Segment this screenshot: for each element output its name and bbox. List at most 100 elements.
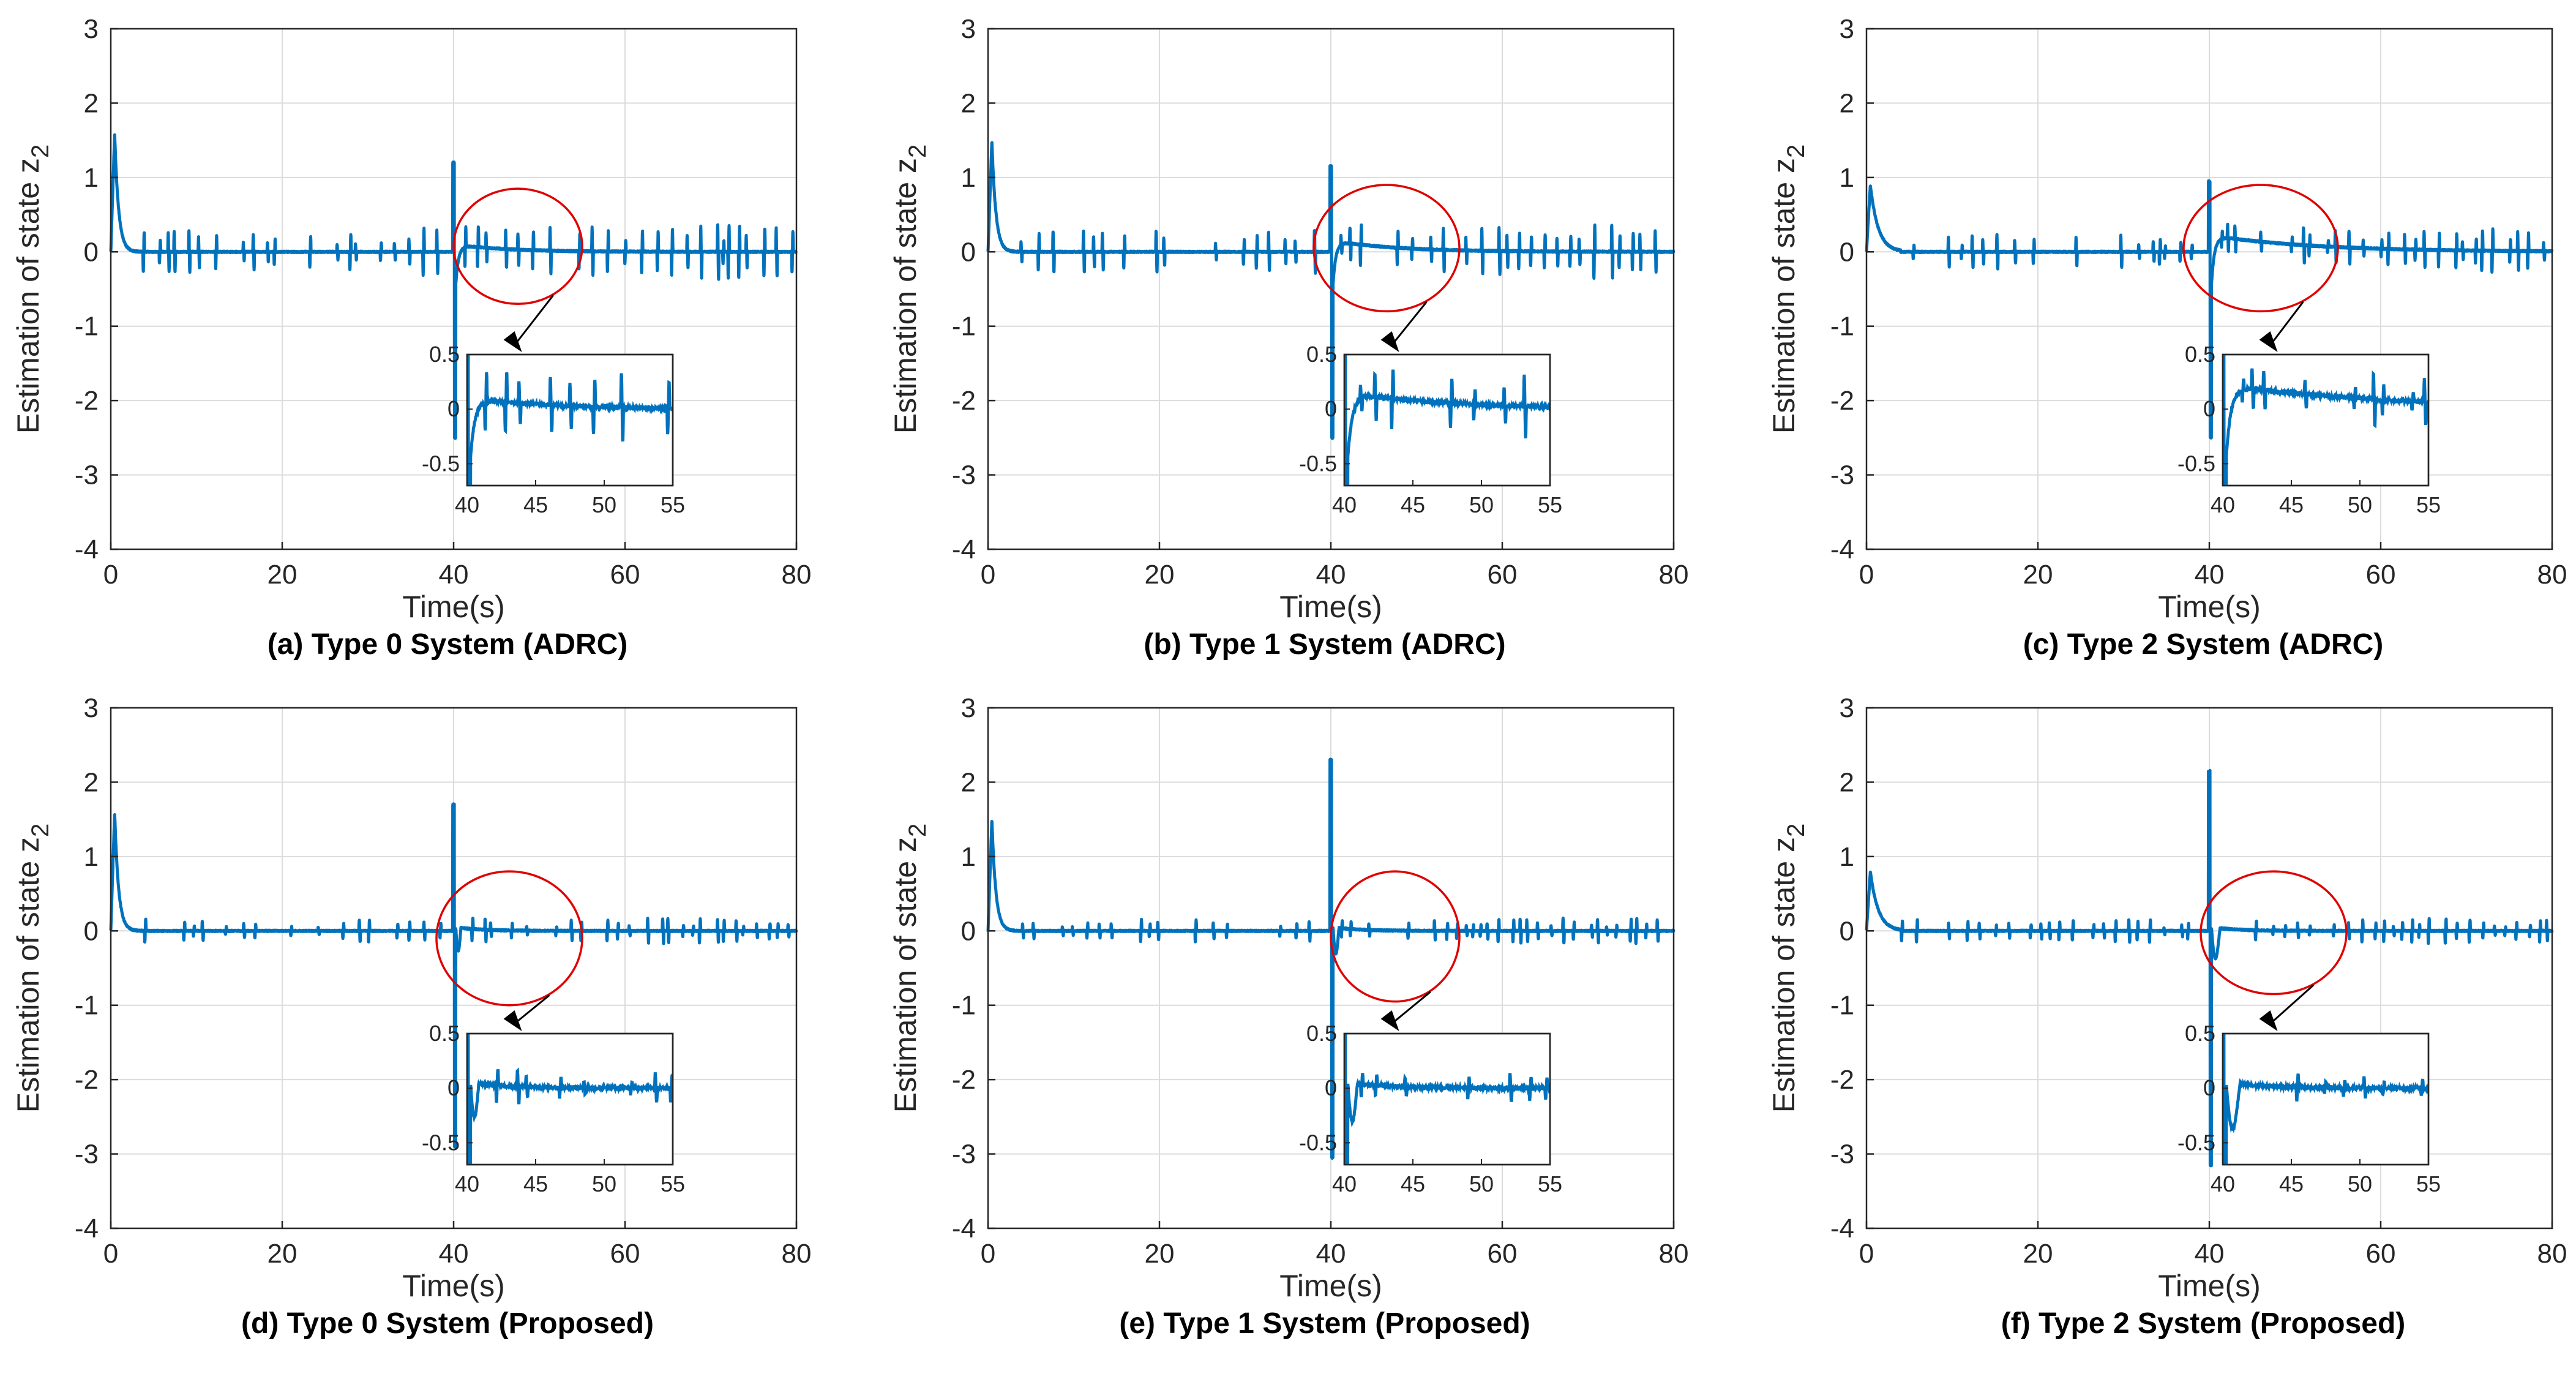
arrow-head: [1380, 331, 1399, 352]
y-tick-label: 1: [84, 163, 99, 193]
chart-caption: (b) Type 1 System (ADRC): [1144, 628, 1505, 661]
inset-y-tick-label: 0: [2203, 1075, 2215, 1100]
x-tick-label: 60: [610, 560, 640, 590]
y-tick-label: 3: [961, 693, 976, 723]
y-axis-label: Estimation of state z2: [888, 145, 931, 434]
inset-y-tick-label: 0: [1325, 396, 1337, 421]
inset-y-tick-label: 0.5: [429, 1021, 460, 1046]
arrow-line: [2271, 301, 2304, 344]
series-line: [1865, 179, 2554, 440]
inset-x-tick-label: 55: [1538, 1171, 1562, 1196]
x-tick-label: 0: [103, 1239, 118, 1269]
y-tick-label: -2: [952, 1065, 976, 1095]
inset-frame: [1343, 1032, 1551, 1166]
inset-x-tick-label: 40: [1332, 1171, 1357, 1196]
highlight-ellipse: [1312, 184, 1461, 313]
y-tick-label: -2: [1830, 386, 1854, 416]
inset-box: [2222, 1032, 2430, 1166]
y-axis-label: Estimation of state z2: [11, 145, 54, 434]
x-tick-label: 20: [1145, 1239, 1175, 1269]
y-tick-label: 3: [961, 14, 976, 44]
y-tick-label: 0: [1840, 916, 1854, 946]
y-tick-label: -3: [952, 1140, 976, 1170]
y-tick-label: -1: [1830, 312, 1854, 342]
x-axis-label: Time(s): [1279, 1269, 1382, 1303]
x-tick-label: 20: [2023, 560, 2053, 590]
x-axis-label: Time(s): [402, 590, 505, 624]
inset-y-tick-label: 0: [2203, 396, 2215, 421]
y-axis-label: Estimation of state z2: [1767, 145, 1810, 434]
inset-frame: [2222, 353, 2430, 487]
x-tick-label: 40: [439, 560, 469, 590]
y-tick-label: -2: [75, 386, 99, 416]
inset-x-tick-label: 50: [2348, 1171, 2372, 1196]
series-line: [1865, 768, 2554, 1168]
chart-caption: (c) Type 2 System (ADRC): [2023, 628, 2384, 661]
arrow-head: [2259, 331, 2278, 352]
y-axis-label: Estimation of state z2: [888, 824, 931, 1113]
y-tick-label: -3: [75, 460, 99, 490]
inset-y-tick-label: 0.5: [1306, 1021, 1337, 1046]
y-tick-label: 0: [84, 237, 99, 267]
inset-x-tick-label: 55: [2416, 492, 2441, 517]
y-tick-label: 1: [961, 842, 976, 872]
inset-x-tick-label: 50: [1469, 1171, 1494, 1196]
inset-x-tick-label: 45: [2279, 492, 2304, 517]
y-tick-label: 3: [84, 14, 99, 44]
y-tick-label: 1: [1840, 842, 1854, 872]
chart-a: 0 20 40 60 80 -4 -3 -2 -1 0 1 2 3 Time(s) Estimation o…: [11, 14, 811, 661]
x-axis-label: Time(s): [2158, 590, 2261, 624]
y-tick-label: 0: [1840, 237, 1854, 267]
inset-x-tick-label: 40: [2211, 1171, 2235, 1196]
x-tick-label: 60: [2366, 560, 2396, 590]
highlight-ellipse: [1330, 870, 1461, 1003]
y-tick-label: -4: [75, 535, 99, 565]
y-tick-label: -3: [75, 1140, 99, 1170]
arrow-head: [2259, 1010, 2278, 1031]
series-line: [986, 141, 1676, 440]
y-tick-label: 2: [1840, 88, 1854, 118]
x-tick-label: 20: [268, 560, 298, 590]
inset-y-tick-label: -0.5: [1299, 451, 1337, 476]
y-tick-label: -3: [1830, 1140, 1854, 1170]
x-tick-label: 60: [1488, 1239, 1518, 1269]
chart-f: 0 20 40 60 80 -4 -3 -2 -1 0 1 2 3 Time(s) Estimation o…: [1767, 693, 2567, 1340]
inset-frame: [466, 353, 674, 487]
x-axis-label: Time(s): [402, 1269, 505, 1303]
series-line: [109, 133, 798, 440]
inset-x-tick-label: 40: [2211, 492, 2235, 517]
inset-x-tick-label: 40: [455, 1171, 479, 1196]
y-tick-label: 3: [1840, 693, 1854, 723]
chart-caption: (a) Type 0 System (ADRC): [268, 628, 628, 661]
series-line: [109, 802, 798, 1149]
arrow-head: [503, 331, 522, 352]
inset-x-tick-label: 45: [1401, 1171, 1425, 1196]
x-tick-label: 0: [981, 1239, 995, 1269]
inset-box: [1343, 1032, 1551, 1166]
inset-x-tick-label: 50: [592, 1171, 616, 1196]
y-tick-label: 1: [961, 163, 976, 193]
x-tick-label: 80: [782, 1239, 812, 1269]
y-axis-label: Estimation of state z2: [11, 824, 54, 1113]
y-tick-label: 2: [1840, 767, 1854, 797]
chart-c: 0 20 40 60 80 -4 -3 -2 -1 0 1 2 3 Time(s) Estimation o…: [1767, 14, 2567, 661]
arrow-line: [1392, 991, 1431, 1024]
inset-frame: [2222, 1032, 2430, 1166]
y-tick-label: -1: [75, 312, 99, 342]
inset-series-line: [467, 1034, 673, 1165]
inset-y-tick-label: -0.5: [422, 451, 460, 476]
inset-chart: 40 45 50 55 -0.5 0 0.5: [1299, 1021, 1562, 1196]
inset-y-tick-label: -0.5: [422, 1130, 460, 1155]
x-tick-label: 60: [2366, 1239, 2396, 1269]
y-tick-label: -4: [75, 1214, 99, 1244]
arrow-line: [1392, 301, 1428, 344]
arrow-head: [1380, 1010, 1399, 1031]
highlight-ellipse: [435, 870, 583, 1007]
x-tick-label: 0: [981, 560, 995, 590]
inset-y-tick-label: 0.5: [2185, 342, 2215, 367]
inset-frame: [466, 1032, 674, 1166]
y-tick-label: -2: [1830, 1065, 1854, 1095]
x-tick-label: 80: [1659, 1239, 1689, 1269]
series-line: [986, 757, 1676, 1160]
inset-x-tick-label: 40: [455, 492, 479, 517]
